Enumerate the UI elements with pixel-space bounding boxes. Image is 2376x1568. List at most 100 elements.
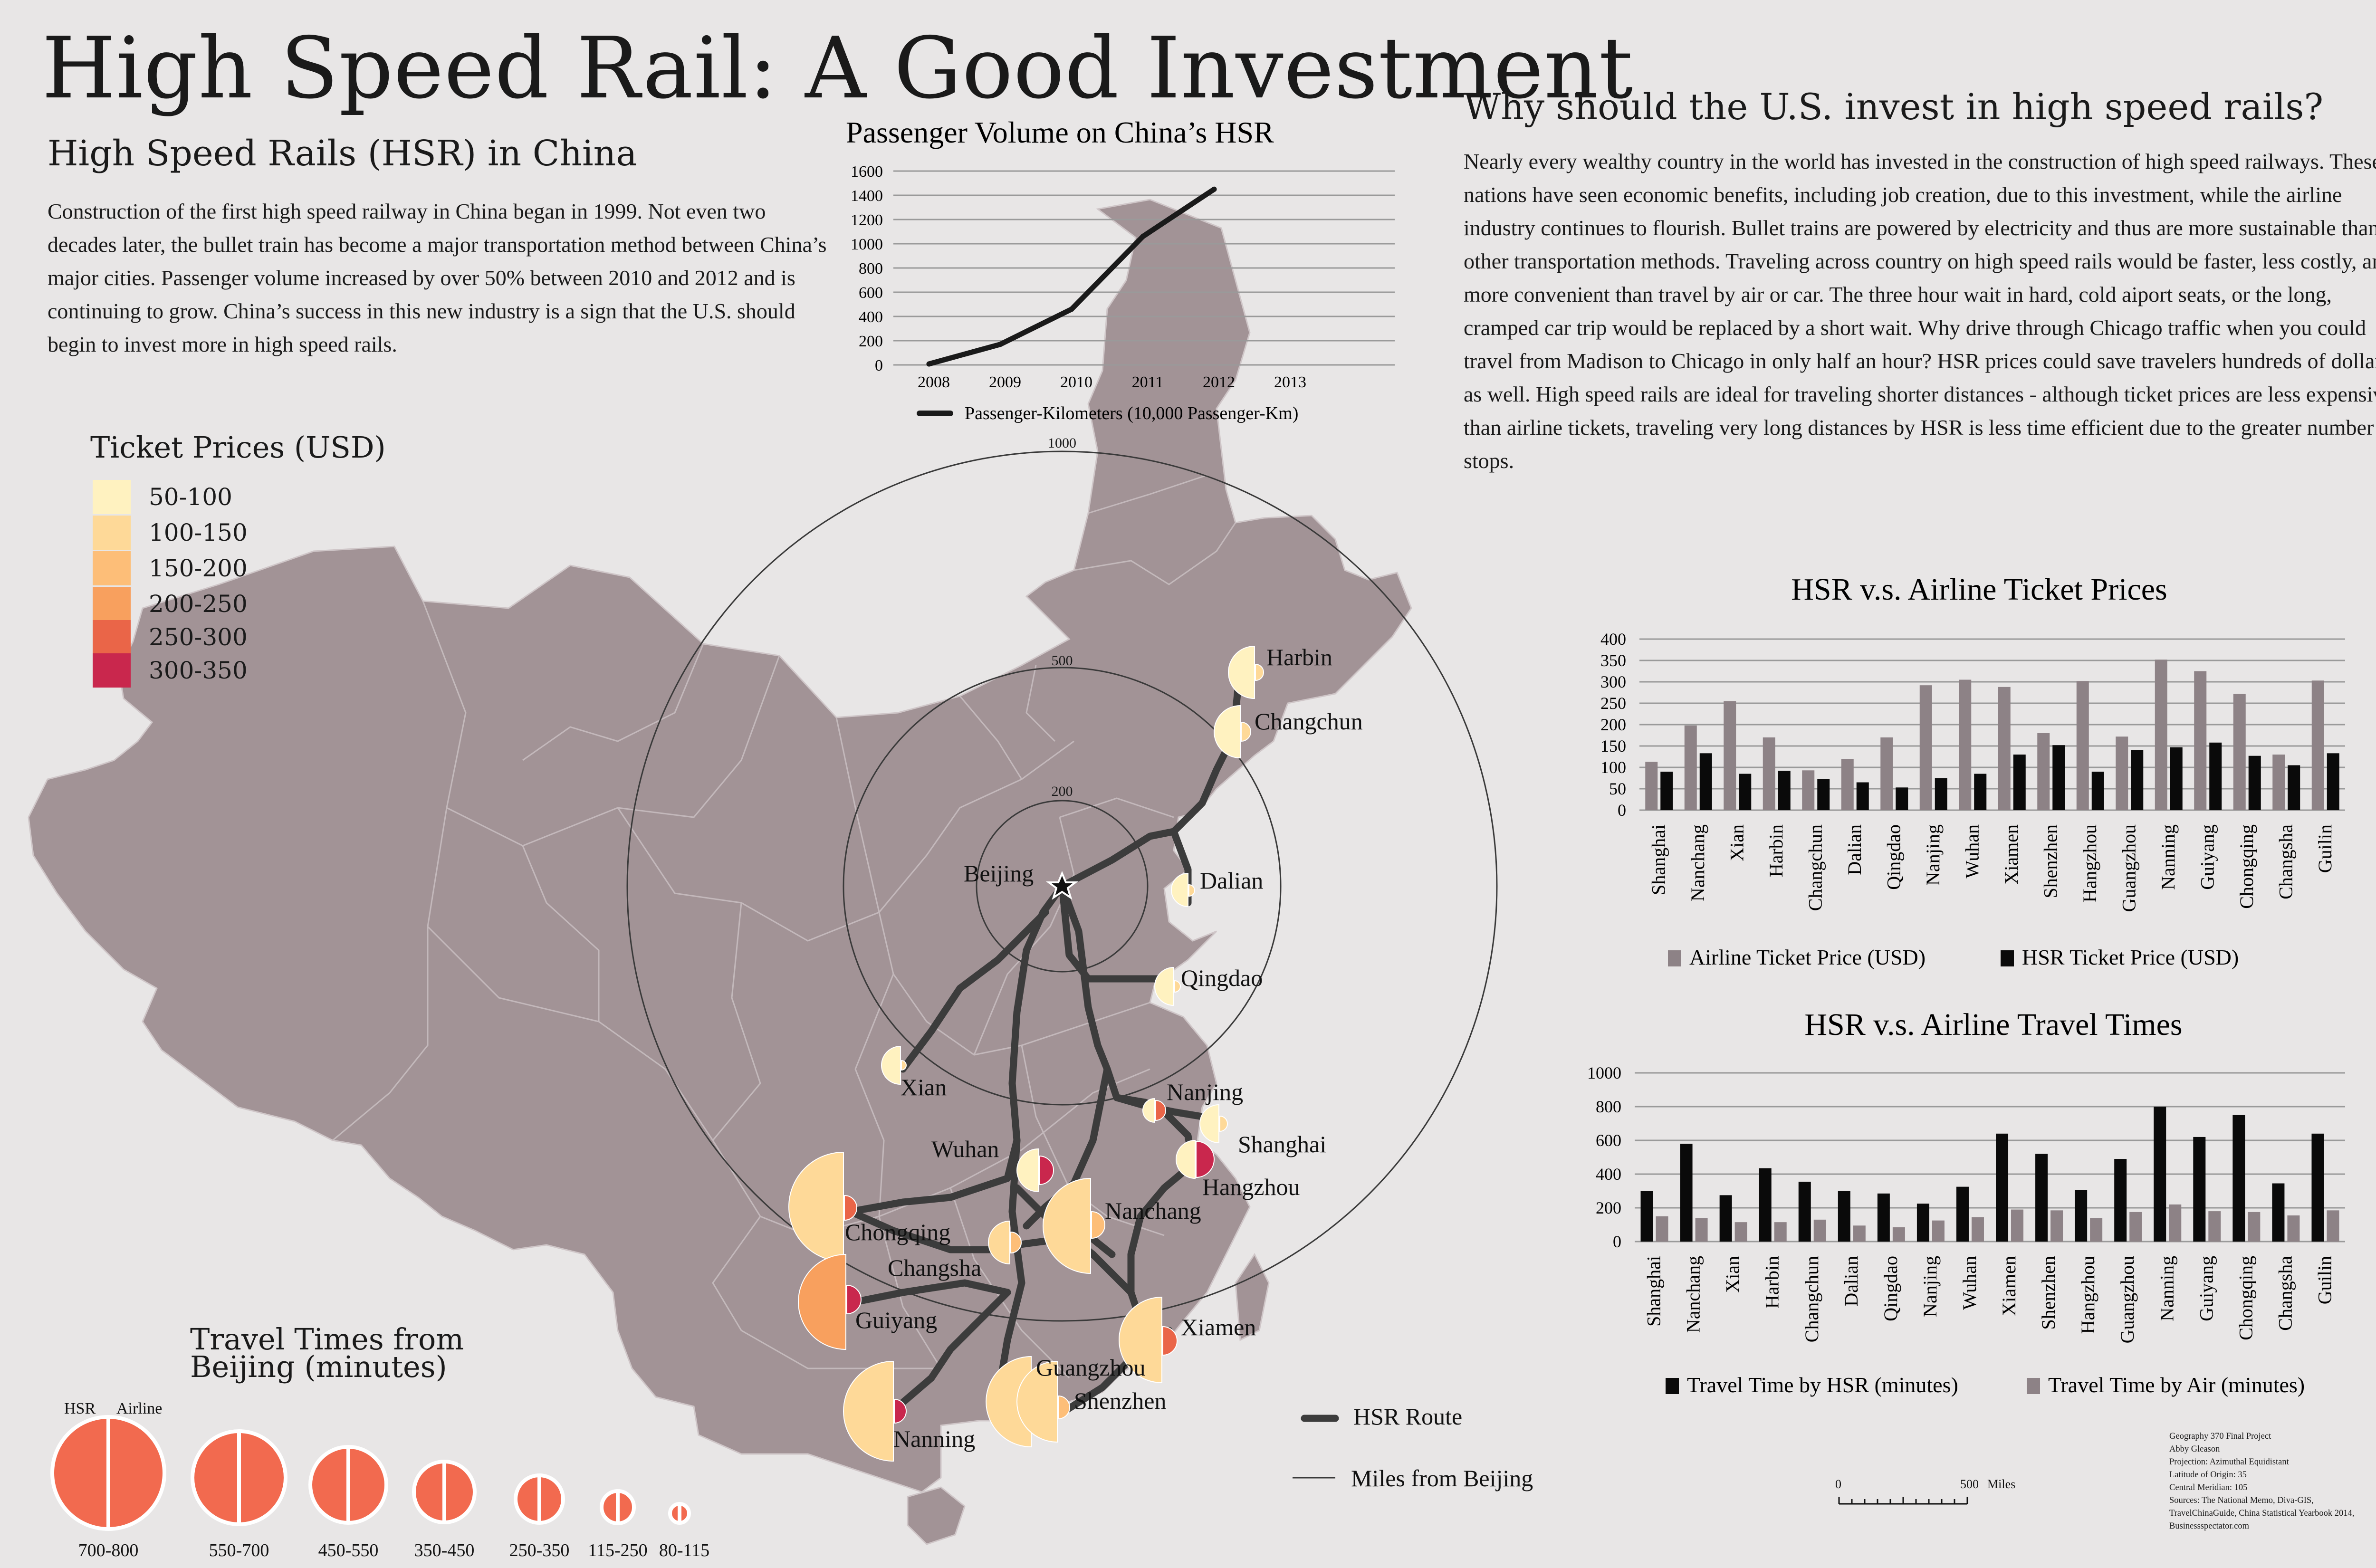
time-chart-bar [2050, 1210, 2063, 1242]
time-chart-bar [2193, 1137, 2206, 1242]
ticket-legend-label: 100-150 [149, 519, 248, 546]
price-chart-ytick: 150 [1600, 736, 1626, 755]
price-chart-category-label: Dalian [1844, 824, 1865, 875]
price-chart-bar [1763, 737, 1775, 810]
beijing-capital-star [1046, 870, 1078, 900]
why-section-heading: Why should the U.S. invest in high speed… [1464, 86, 2324, 128]
price-chart-category-label: Shanghai [1648, 824, 1669, 895]
travel-legend-airline-label: Airline [116, 1400, 162, 1417]
line-chart-ytick: 1000 [851, 236, 883, 253]
city-label-xian: Xian [901, 1074, 947, 1100]
city-label-nanning: Nanning [893, 1425, 975, 1452]
time-chart-bar [2327, 1210, 2339, 1242]
price-chart-bar [1699, 753, 1712, 810]
route-guiyang [852, 1279, 1011, 1306]
line-chart-legend-label: Passenger-Kilometers (10,000 Passenger-K… [965, 403, 1298, 423]
price-chart-category-label: Shenzhen [2040, 824, 2061, 899]
line-chart-ytick: 800 [859, 260, 883, 277]
time-chart-bar [1877, 1193, 1890, 1242]
time-chart-legend-swatch [1666, 1378, 1679, 1394]
price-chart-bar [2272, 755, 2285, 810]
price-chart-category-label: Nanjing [1922, 824, 1944, 886]
price-chart-category-label: Qingdao [1883, 824, 1904, 890]
time-chart-bar [2035, 1154, 2048, 1242]
line-chart-point [1140, 234, 1146, 239]
time-chart-category-label: Qingdao [1880, 1256, 1901, 1321]
price-chart-bar [1817, 779, 1830, 810]
price-chart-bar [2327, 753, 2339, 810]
time-chart-bar [1656, 1216, 1668, 1242]
price-chart-bar [2194, 671, 2207, 810]
line-chart-xtick: 2012 [1203, 373, 1235, 391]
credit-line: Abby Gleason [2169, 1444, 2220, 1454]
price-chart-bar [2155, 660, 2167, 810]
city-symbol-nanjing [1142, 1098, 1166, 1123]
price-chart-ytick: 0 [1618, 801, 1626, 820]
price-chart-bar [2076, 681, 2089, 810]
time-chart-bar [2090, 1218, 2103, 1242]
price-chart-category-label: Wuhan [1961, 824, 1983, 879]
ticket-legend-label: 250-300 [149, 623, 248, 651]
price-chart-ytick: 250 [1600, 694, 1626, 713]
price-chart-bar [2013, 755, 2026, 810]
line-chart-ytick: 600 [859, 284, 883, 302]
time-chart-bar [1680, 1144, 1693, 1242]
route-qingdao [1058, 882, 1163, 983]
city-symbol-xiamen [1119, 1296, 1178, 1384]
travel-legend-hsr-label: HSR [64, 1400, 96, 1417]
credits: Geography 370 Final Project Abby Gleason… [2169, 1430, 2376, 1533]
travel-class-700-800: 700-800 [78, 1540, 139, 1560]
scale-bar: 0 500 Miles [1835, 1477, 2015, 1505]
price-chart-category-label: Changsha [2275, 824, 2296, 899]
time-chart-bar [2154, 1107, 2166, 1242]
time-chart-ytick: 400 [1596, 1165, 1621, 1184]
price-chart-ytick: 50 [1609, 779, 1626, 798]
time-chart-ytick: 800 [1596, 1097, 1621, 1116]
city-symbol-shanghai [1199, 1104, 1228, 1144]
time-chart-bar [2114, 1159, 2127, 1242]
legend-route-label: HSR Route [1353, 1403, 1462, 1430]
price-chart-bar [1919, 685, 1932, 810]
time-chart-ytick: 0 [1613, 1232, 1621, 1251]
time-chart-category-label: Xian [1722, 1256, 1744, 1293]
line-chart-ytick: 400 [859, 308, 883, 326]
price-chart-category-label: Xian [1726, 824, 1747, 861]
price-chart-ytick: 300 [1600, 672, 1626, 691]
price-chart-bar [1645, 762, 1658, 810]
credit-line: Central Meridian: 105 [2169, 1483, 2248, 1492]
travel-legend-title-line1: Travel Times from [190, 1322, 464, 1357]
city-symbol-changchun [1214, 705, 1251, 759]
city-label-wuhan: Wuhan [931, 1136, 999, 1162]
time-chart-bar [2311, 1133, 2324, 1242]
price-chart-category-label: Harbin [1765, 824, 1787, 877]
price-chart-category-label: Nanchang [1687, 824, 1708, 901]
city-symbol-xian [881, 1045, 907, 1085]
price-chart-bar [2311, 680, 2324, 810]
time-chart-category-label: Nanjing [1919, 1256, 1941, 1317]
ticket-legend-label: 150-200 [149, 555, 248, 582]
price-chart-category-label: Guiyang [2196, 824, 2218, 890]
time-chart-bar [2232, 1115, 2245, 1242]
ticket-legend-item: 300-350 [93, 653, 248, 688]
ticket-legend-title: Ticket Prices (USD) [90, 430, 386, 465]
city-label-qingdao: Qingdao [1181, 965, 1263, 991]
price-chart-bar [2116, 736, 2128, 810]
price-chart-category-label: Chongqing [2236, 824, 2257, 909]
credit-line: Sources: The National Memo, Diva-GIS, [2169, 1496, 2314, 1505]
price-chart-bar [2248, 755, 2261, 810]
ticket-swatch-100-150 [93, 516, 131, 550]
line-chart-point [1211, 186, 1217, 192]
price-chart-bar [1959, 679, 1972, 810]
travel-time-legend: HSR Airline 700-800 550-700 450-550 350-… [50, 1400, 709, 1560]
travel-class-250-350: 250-350 [509, 1540, 570, 1560]
time-chart-bar [2011, 1209, 2024, 1242]
time-chart-bar [1695, 1218, 1708, 1242]
city-symbol-harbin [1228, 645, 1264, 699]
ring-label-200: 200 [1052, 784, 1073, 799]
city-label-beijing: Beijing [964, 860, 1034, 887]
ticket-legend-label: 300-350 [149, 657, 248, 684]
